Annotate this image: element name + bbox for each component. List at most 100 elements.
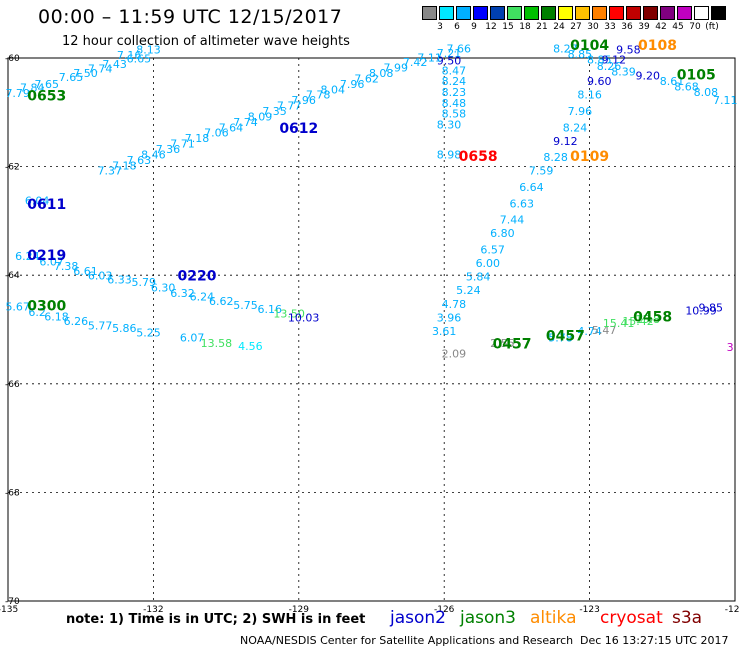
- wave-height-value: 9.12: [553, 135, 578, 148]
- wave-height-value: 8.98: [437, 148, 462, 161]
- color-scale-swatch: [524, 6, 539, 20]
- wave-height-value: 7.35: [262, 105, 287, 118]
- longitude-tick-label: -123: [579, 605, 599, 615]
- wave-height-value: 7.36: [156, 143, 181, 156]
- wave-height-value: 8.58: [442, 108, 467, 121]
- wave-height-value: 7.74: [233, 116, 258, 129]
- wave-height-value: 5.24: [456, 284, 481, 297]
- wave-height-value: 7.78: [306, 89, 331, 102]
- color-scale-label: 3: [437, 22, 443, 32]
- latitude-tick-label: -68: [5, 488, 20, 498]
- wave-height-value: 6.07: [39, 255, 64, 268]
- wave-height-value: 2.09: [442, 348, 467, 361]
- pass-time-label: 0457: [546, 328, 585, 344]
- wave-height-value: 7.96: [340, 78, 365, 91]
- longitude-tick-label: -132: [143, 605, 163, 615]
- wave-height-value: 3.61: [432, 325, 457, 338]
- page-title: 00:00 – 11:59 UTC 12/15/2017: [38, 6, 343, 28]
- wave-height-value: 9.50: [437, 55, 462, 68]
- pass-time-label: 0108: [638, 38, 677, 54]
- wave-height-value: 8.30: [437, 119, 462, 132]
- wave-height-value: 6.32: [170, 287, 195, 300]
- wave-height-value: 13.58: [201, 337, 233, 350]
- wave-height-value: 10.03: [288, 311, 320, 324]
- pass-time-label: 0653: [27, 88, 66, 104]
- wave-height-value: 6.80: [490, 227, 515, 240]
- wave-height-value: 7.66: [446, 43, 471, 56]
- wave-height-value: 10.99: [685, 304, 717, 317]
- color-scale-swatch: [643, 6, 658, 20]
- pass-time-label: 0104: [570, 38, 609, 54]
- map-frame: [7, 57, 736, 602]
- credit-text: NOAA/NESDIS Center for Satellite Applica…: [240, 634, 574, 647]
- color-scale-label: 18: [519, 22, 531, 32]
- map-axes: -135 -132 -129 -126 -123 -120 -60 -62 -64 -66 -68 -…: [0, 54, 740, 615]
- color-scale-label: 9: [471, 22, 477, 32]
- wave-height-value: 7.65: [59, 71, 84, 84]
- pass-time-label: 0109: [570, 149, 609, 165]
- wave-height-value: 7.06: [204, 127, 229, 140]
- wave-height-value: 6.63: [509, 197, 534, 210]
- pass-time-label: 0219: [27, 248, 66, 264]
- wave-height-value: 6.26: [64, 315, 89, 328]
- color-scale-label: 42: [655, 22, 667, 32]
- color-scale-swatch: [677, 6, 692, 20]
- longitude-tick-label: -120: [725, 605, 740, 615]
- longitude-tick-label: -126: [434, 605, 455, 615]
- wave-height-value: 15.8: [636, 313, 661, 326]
- color-scale-swatch: [456, 6, 471, 20]
- color-scale-label: 33: [604, 22, 616, 32]
- color-scale-swatch: [575, 6, 590, 20]
- wave-height-value: 7.77: [277, 100, 302, 113]
- wave-height-value: 6.65: [127, 52, 152, 65]
- color-scale-swatch: [711, 6, 726, 20]
- wave-height-value: 7.79: [5, 87, 30, 100]
- color-scale-swatch: [660, 6, 675, 20]
- wave-height-value: 7.18: [185, 132, 210, 145]
- wave-height-value: 5.78: [548, 331, 573, 344]
- wave-height-value: 7.59: [529, 165, 554, 178]
- wave-height-value: 6.61: [73, 265, 98, 278]
- color-scale-label: 12: [485, 22, 497, 32]
- color-scale-swatch: [422, 6, 437, 20]
- wave-height-value: 6.30: [151, 281, 176, 294]
- wave-height-value: 8.68: [674, 81, 699, 94]
- wave-height-value: 8.04: [320, 83, 345, 96]
- color-scale-swatch: [558, 6, 573, 20]
- satellite-legend-altika: altika: [530, 608, 577, 628]
- color-scale-label: 21: [536, 22, 548, 32]
- wave-height-value: 8.48: [442, 97, 467, 110]
- wave-height-value: 7.96: [291, 94, 316, 107]
- wave-height-value: 8.26: [597, 60, 622, 73]
- wave-height-value: 5.25: [136, 327, 161, 340]
- wave-height-value: 7.50: [73, 67, 98, 80]
- wave-height-value: 9.20: [636, 70, 661, 83]
- color-scale-label: 6: [454, 22, 460, 32]
- latitude-tick-label: -70: [5, 597, 20, 607]
- color-scale-swatch: [541, 6, 556, 20]
- satellite-legend-jason3: jason3: [460, 608, 516, 628]
- wave-height-value: 5.86: [112, 322, 137, 335]
- longitude-tick-label: -135: [0, 605, 18, 615]
- wave-height-value: 9.85: [699, 302, 724, 315]
- wave-height-value: 9.58: [616, 44, 641, 57]
- wave-height-value: 8.47: [442, 64, 467, 77]
- wave-height-value: 8.24: [563, 121, 588, 134]
- wave-height-value: 9.60: [587, 75, 612, 88]
- wave-height-value: 3: [727, 341, 734, 354]
- wave-height-value: 7.74: [88, 63, 113, 76]
- wave-height-value: 8.16: [577, 89, 602, 102]
- color-scale-swatch: [626, 6, 641, 20]
- wave-height-value: 8.09: [248, 110, 273, 123]
- wave-height-value: 7.62: [354, 72, 379, 85]
- wave-height-value: 5.77: [88, 320, 113, 333]
- color-scale-label: 27: [570, 22, 582, 32]
- wave-height-value: 7.38: [54, 260, 79, 273]
- pass-time-label: 0612: [279, 121, 318, 137]
- color-scale-label: 39: [638, 22, 650, 32]
- wave-height-value: 8.08: [369, 67, 394, 80]
- longitude-tick-label: -129: [289, 605, 310, 615]
- wave-height-value: 6.62: [209, 295, 234, 308]
- wave-height-value: 8.61: [660, 75, 685, 88]
